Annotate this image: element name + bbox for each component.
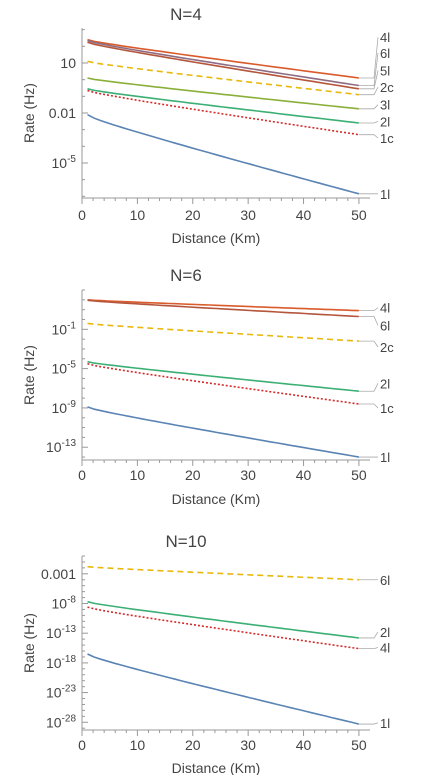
series-line-6l [87, 299, 359, 318]
series-line-5l [87, 41, 360, 90]
y-tick-label: 10 [60, 55, 76, 71]
x-tick-label: 20 [185, 737, 201, 753]
label-leader [358, 37, 379, 79]
y-tick-label: 10-8 [52, 595, 77, 612]
series-line-3l [87, 77, 359, 110]
x-tick-label: 30 [240, 467, 256, 483]
y-tick-label: 0.01 [49, 105, 76, 121]
x-tick-label: 50 [351, 467, 367, 483]
label-leader [358, 86, 379, 96]
series-label-4l: 4l [380, 301, 390, 316]
label-leader [358, 104, 379, 110]
label-leader [358, 340, 379, 348]
x-tick-label: 40 [296, 737, 312, 753]
series-line-4l [87, 38, 360, 79]
label-leader [358, 403, 379, 409]
x-tick-label: 20 [185, 207, 201, 223]
label-leader [358, 52, 379, 86]
series-label-2l: 2l [380, 376, 390, 391]
x-axis-label: Distance (Km) [172, 230, 261, 246]
chart-title: N=4 [170, 5, 202, 24]
y-tick-label: 10-28 [46, 713, 76, 730]
series-line-1l [87, 113, 360, 195]
x-axis-label: Distance (Km) [172, 760, 261, 775]
label-leader [358, 70, 379, 90]
series-line-2l [87, 360, 359, 392]
series-label-1l: 1l [380, 716, 390, 731]
x-tick-label: 40 [296, 207, 312, 223]
chart-panel-1: N=4 0 10 20 30 40 50 10 0.01 10-5 Distance (Km) Rat… [21, 5, 394, 246]
chart-panel-3: N=10 0 10 20 30 40 50 0.001 10-8 10-13 10-18 10-23 1… [21, 532, 390, 775]
series-line-2c [87, 60, 359, 96]
series-label-1c: 1c [380, 401, 394, 416]
series-label-6l: 6l [380, 46, 390, 61]
series-label-1c: 1c [380, 131, 394, 146]
series-label-4l: 4l [380, 640, 390, 655]
y-tick-label: 10-18 [46, 654, 76, 671]
x-tick-label: 10 [130, 207, 146, 223]
series-line-4l [87, 606, 360, 650]
label-leader [358, 134, 379, 139]
y-tick-label: 10-5 [52, 360, 77, 377]
series-label-6l: 6l [380, 318, 390, 333]
series-line-1c [87, 89, 360, 136]
series-line-6l [87, 565, 359, 581]
series-line-6l [87, 39, 360, 87]
label-leader [358, 647, 379, 650]
x-tick-label: 30 [240, 737, 256, 753]
y-axis-label: Rate (Hz) [21, 345, 37, 405]
y-tick-label: 0.001 [41, 566, 76, 582]
x-tick-label: 0 [78, 467, 86, 483]
y-tick-label: 10-1 [52, 320, 77, 337]
x-tick-label: 30 [240, 207, 256, 223]
series-line-1c [87, 362, 360, 405]
series-label-1l: 1l [380, 187, 390, 202]
label-leader [358, 316, 379, 326]
chart-panel-2: N=6 0 10 20 30 40 50 10-1 10-5 10-9 10-13 Distance … [21, 266, 394, 507]
chart-title: N=10 [165, 532, 206, 551]
label-leader [358, 120, 379, 124]
x-tick-label: 0 [78, 207, 86, 223]
y-tick-label: 10-23 [46, 684, 76, 701]
y-axis-label: Rate (Hz) [21, 83, 37, 143]
series-label-3l: 3l [380, 98, 390, 113]
y-tick-label: 10-9 [52, 399, 77, 416]
series-line-2c [87, 322, 359, 342]
y-tick-label: 10-5 [52, 154, 77, 171]
x-tick-label: 10 [130, 467, 146, 483]
chart-title: N=6 [170, 266, 202, 285]
series-line-2l [87, 600, 360, 639]
series-label-2l: 2l [380, 114, 390, 129]
series-line-4l [87, 299, 359, 312]
x-axis-label: Distance (Km) [172, 491, 261, 507]
y-tick-label: 10-13 [46, 438, 76, 455]
y-axis-label: Rate (Hz) [21, 613, 37, 673]
series-label-5l: 5l [380, 64, 390, 79]
x-tick-label: 0 [78, 737, 86, 753]
label-leader [358, 631, 379, 639]
label-leader [358, 383, 379, 392]
series-label-2c: 2c [380, 80, 394, 95]
x-tick-label: 20 [185, 467, 201, 483]
series-label-6l: 6l [380, 573, 390, 588]
series-line-1l [87, 653, 360, 725]
series-line-2l [87, 88, 359, 124]
series-line-1l [87, 406, 360, 458]
x-tick-label: 40 [296, 467, 312, 483]
x-tick-label: 10 [130, 737, 146, 753]
label-leader [358, 722, 379, 725]
series-label-1l: 1l [380, 450, 390, 465]
label-leader [358, 307, 379, 312]
y-tick-label: 10-13 [46, 624, 76, 641]
x-tick-label: 50 [351, 737, 367, 753]
x-tick-label: 50 [351, 207, 367, 223]
series-label-2c: 2c [380, 340, 394, 355]
series-label-4l: 4l [380, 30, 390, 45]
series-label-2l: 2l [380, 625, 390, 640]
